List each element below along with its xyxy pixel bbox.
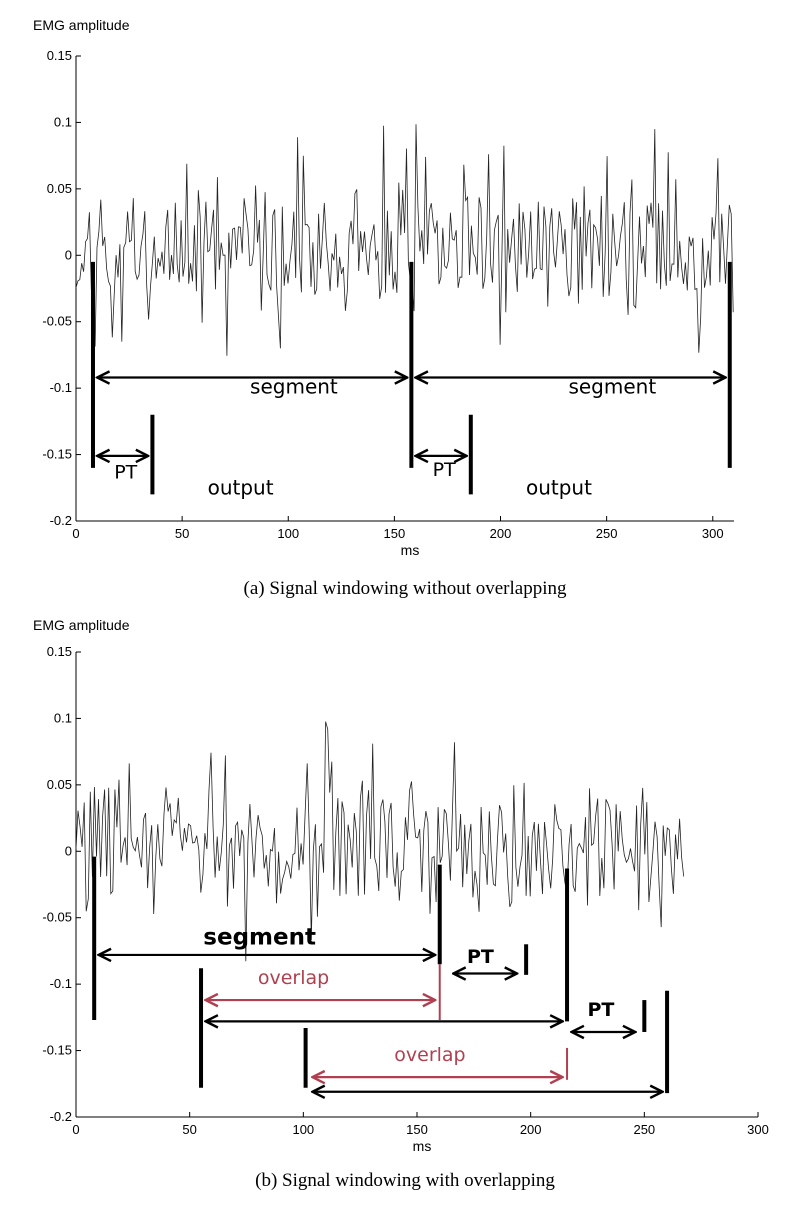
x-tick-label: 150 [384, 526, 406, 541]
y-tick-label: -0.15 [42, 447, 72, 462]
annotation-label: PT [433, 459, 456, 481]
y-tick-label: -0.05 [42, 910, 72, 925]
y-tick-label: -0.1 [50, 976, 72, 991]
y-tick-label: 0.1 [54, 710, 72, 725]
annotation-label: segment [203, 924, 316, 950]
x-tick-label: 300 [747, 1122, 769, 1137]
y-axis-label: EMG amplitude [33, 17, 130, 33]
x-tick-label: 50 [182, 1122, 196, 1137]
y-tick-label: 0 [65, 843, 72, 858]
y-tick-label: 0.05 [47, 777, 72, 792]
annotation-label: overlap [258, 967, 329, 989]
x-axis-label: ms [413, 1138, 432, 1154]
y-tick-label: -0.1 [50, 380, 72, 395]
y-tick-label: 0.05 [47, 181, 72, 196]
y-tick-label: -0.15 [42, 1043, 72, 1058]
y-axis-label: EMG amplitude [33, 617, 130, 633]
x-tick-label: 0 [72, 526, 79, 541]
figure-caption: (b) Signal windowing with overlapping [255, 1170, 555, 1191]
annotation-label: output [208, 475, 274, 499]
annotation-label: output [526, 475, 592, 499]
x-tick-label: 50 [175, 526, 189, 541]
emg-signal-line [75, 124, 734, 356]
chart-panel-b: EMG amplitude 0.15 0.1 0.05 0 -0.05 -0.1 -0.15 -… [33, 617, 769, 1191]
y-tick-label: 0.15 [47, 644, 72, 659]
x-tick-label: 200 [520, 1122, 542, 1137]
x-tick-label: 150 [406, 1122, 428, 1137]
x-tick-label: 200 [490, 526, 512, 541]
annotation-label: PT [114, 461, 137, 483]
annotation-label: segment [250, 374, 338, 398]
y-tick-label: 0.15 [47, 48, 72, 63]
x-tick-label: 0 [72, 1122, 79, 1137]
annotation-label: segment [568, 374, 656, 398]
x-tick-label: 250 [596, 526, 618, 541]
y-tick-label: -0.2 [50, 1109, 72, 1124]
y-tick-label: -0.2 [50, 513, 72, 528]
x-tick-label: 100 [292, 1122, 314, 1137]
annotation-label: PT [588, 999, 615, 1021]
x-axis-label: ms [401, 542, 420, 558]
y-tick-label: 0.1 [54, 114, 72, 129]
figure-caption: (a) Signal windowing without overlapping [244, 578, 567, 599]
y-tick-label: 0 [65, 247, 72, 262]
annotation-label: overlap [394, 1044, 465, 1066]
emg-signal-line [75, 721, 685, 962]
x-tick-label: 250 [633, 1122, 655, 1137]
annotation-label: PT [467, 946, 494, 968]
x-tick-label: 300 [702, 526, 724, 541]
chart-panel-a: EMG amplitude 0.15 0.1 0.05 0 -0.05 -0.1 -0.15 -… [33, 17, 734, 599]
y-tick-label: -0.05 [42, 314, 72, 329]
x-tick-label: 100 [277, 526, 299, 541]
